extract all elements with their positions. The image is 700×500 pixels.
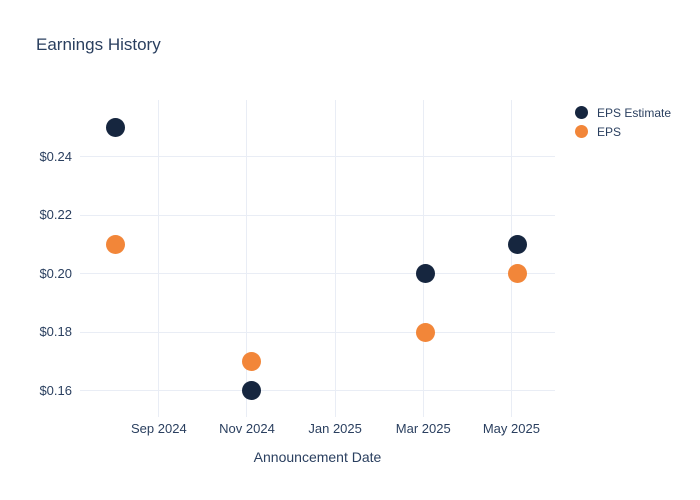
- legend-swatch-eps: [575, 125, 588, 138]
- legend-label: EPS: [597, 124, 622, 139]
- x-tick-label: Mar 2025: [395, 421, 451, 436]
- x-tick-label: Nov 2024: [219, 421, 275, 436]
- v-gridline: [158, 100, 160, 417]
- v-gridline: [246, 100, 248, 417]
- marker-eps-may-2025[interactable]: [508, 264, 528, 284]
- v-gridline: [510, 100, 512, 417]
- x-tick-label: Jan 2025: [308, 421, 362, 436]
- h-gridline: [80, 390, 555, 392]
- legend-item-eps-estimate[interactable]: EPS Estimate: [575, 103, 671, 122]
- chart-title: Earnings History: [36, 35, 161, 54]
- marker-eps-estimate-aug-2024[interactable]: [105, 118, 125, 138]
- legend-label: EPS Estimate: [597, 105, 672, 120]
- x-tick-label: Sep 2024: [131, 421, 187, 436]
- h-gridline: [80, 156, 555, 158]
- legend: EPS Estimate EPS: [575, 103, 671, 141]
- h-gridline: [80, 331, 555, 333]
- y-tick-label: $0.20: [39, 265, 72, 281]
- v-gridline: [422, 100, 424, 417]
- marker-eps-nov-2024[interactable]: [241, 351, 261, 371]
- plot-area: [80, 100, 555, 417]
- marker-eps-estimate-nov-2024[interactable]: [241, 381, 261, 401]
- h-gridline: [80, 214, 555, 216]
- marker-eps-estimate-may-2025[interactable]: [508, 235, 528, 255]
- legend-item-eps[interactable]: EPS: [575, 122, 671, 141]
- marker-eps-aug-2024[interactable]: [105, 235, 125, 255]
- y-tick-label: $0.16: [39, 382, 72, 398]
- marker-eps-mar-2025[interactable]: [415, 322, 435, 342]
- marker-eps-estimate-mar-2025[interactable]: [415, 264, 435, 284]
- v-gridline: [334, 100, 336, 417]
- legend-swatch-eps-estimate: [575, 106, 588, 119]
- x-axis-title: Announcement Date: [253, 449, 382, 465]
- y-tick-label: $0.24: [39, 148, 72, 164]
- x-tick-label: May 2025: [482, 421, 540, 436]
- h-gridline: [80, 273, 555, 275]
- y-tick-label: $0.22: [39, 207, 72, 223]
- y-tick-label: $0.18: [39, 324, 72, 340]
